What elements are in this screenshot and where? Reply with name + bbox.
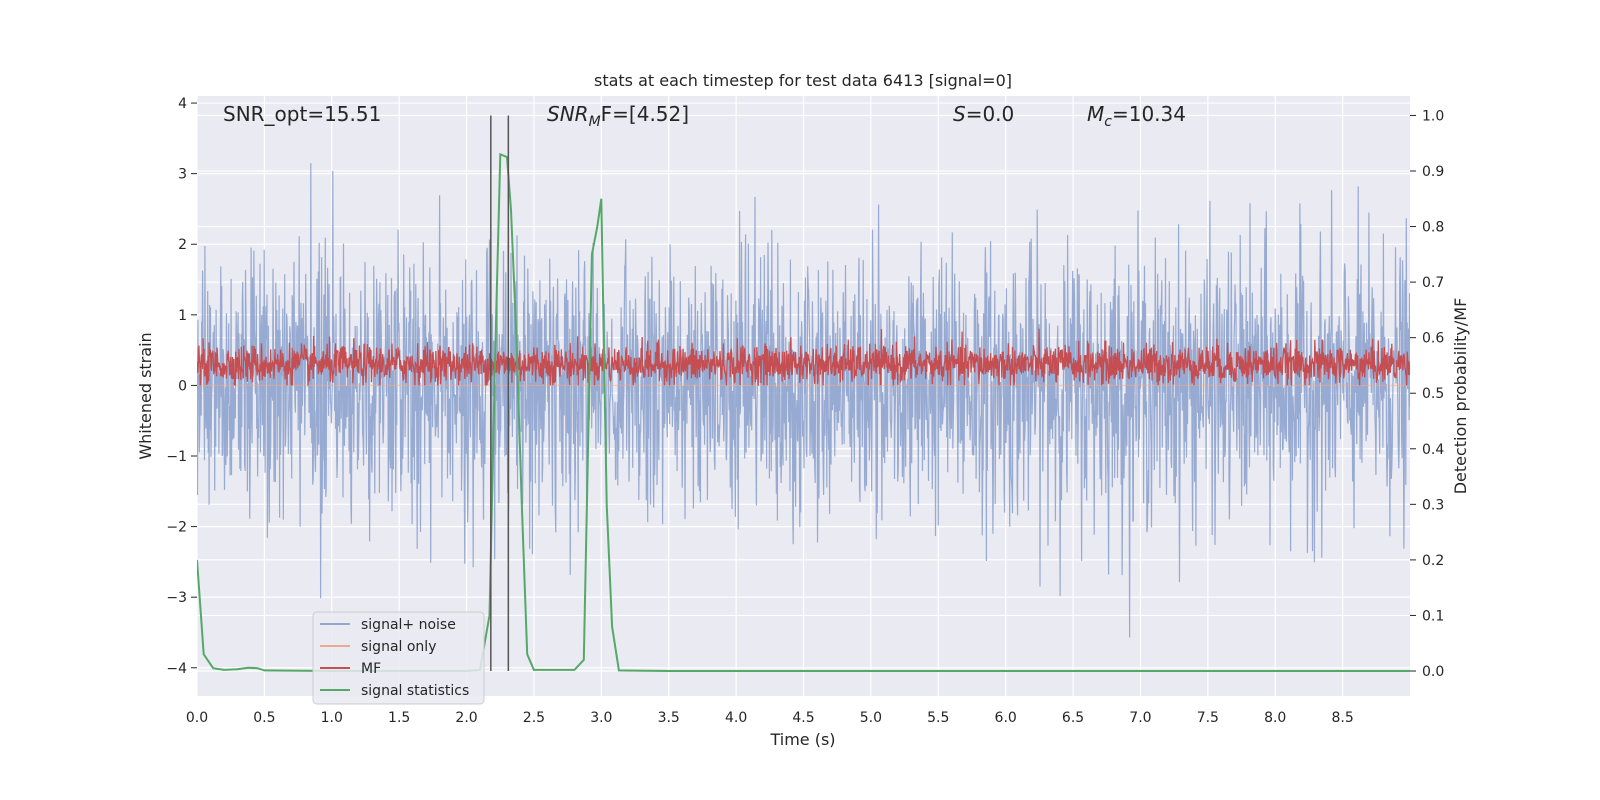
x-tick-label: 0.0 bbox=[186, 710, 208, 726]
s-annotation: S=0.0 bbox=[953, 102, 1014, 126]
snr-opt-annotation: SNR_opt=15.51 bbox=[223, 102, 381, 126]
series-signal-statistics bbox=[197, 152, 1410, 672]
chart-title: stats at each timestep for test data 641… bbox=[594, 71, 1012, 90]
x-tick-label: 5.0 bbox=[860, 710, 882, 726]
y2-tick-label: 0.8 bbox=[1422, 220, 1444, 236]
legend-box bbox=[312, 611, 485, 705]
x-tick-label: 4.0 bbox=[725, 710, 747, 726]
y-tick-label: 2 bbox=[178, 237, 187, 253]
x-tick-label: 5.5 bbox=[927, 710, 949, 726]
x-tick-label: 8.5 bbox=[1331, 710, 1353, 726]
series-mf bbox=[197, 328, 1410, 386]
x-tick-label: 7.0 bbox=[1129, 710, 1151, 726]
x-tick-label: 3.0 bbox=[590, 710, 612, 726]
series-layer bbox=[197, 152, 1410, 672]
y2-tick-label: 0.3 bbox=[1422, 497, 1444, 513]
x-tick-label: 3.5 bbox=[658, 710, 680, 726]
mc-annotation: Mc=10.34 bbox=[1087, 102, 1186, 130]
y2-tick-label: 0.2 bbox=[1422, 553, 1444, 569]
y2-tick-label: 0.1 bbox=[1422, 608, 1444, 624]
y-tick-label: −4 bbox=[166, 661, 187, 677]
legend-label-signal-only: signal only bbox=[361, 639, 436, 655]
y-tick-label: 1 bbox=[178, 308, 187, 324]
x-tick-label: 6.0 bbox=[995, 710, 1017, 726]
y-axis-label: Whitened strain bbox=[136, 332, 155, 459]
x-axis-label: Time (s) bbox=[769, 730, 835, 749]
x-tick-label: 1.5 bbox=[388, 710, 410, 726]
x-tick-label: 4.5 bbox=[792, 710, 814, 726]
snr-mf-annotation: SNRMF=[4.52] bbox=[547, 102, 689, 130]
detection-markers bbox=[490, 115, 510, 671]
y2-tick-label: 0.9 bbox=[1422, 164, 1444, 180]
y-tick-label: 4 bbox=[178, 96, 187, 112]
y2-tick-label: 0.5 bbox=[1422, 386, 1444, 402]
x-tick-label: 8.0 bbox=[1264, 710, 1286, 726]
x-axis-ticks: 0.0 0.5 1.0 1.5 2.0 2.5 3.0 3.5 4.0 4.5 5.0 5.5 6.0 6… bbox=[186, 710, 1354, 726]
x-tick-label: 2.5 bbox=[523, 710, 545, 726]
legend-label-signal-noise: signal+ noise bbox=[361, 617, 456, 633]
series-signal-noise bbox=[197, 163, 1410, 638]
x-tick-label: 1.0 bbox=[321, 710, 343, 726]
x-tick-label: 7.5 bbox=[1197, 710, 1219, 726]
legend-label-signal-statistics: signal statistics bbox=[361, 683, 469, 699]
y2-axis-label: Detection probability/MF bbox=[1451, 298, 1470, 495]
y-tick-label: −1 bbox=[166, 449, 187, 465]
y-axis-ticks: −4 −3 −2 −1 0 1 2 3 4 bbox=[166, 96, 197, 677]
y2-tick-label: 0.4 bbox=[1422, 442, 1444, 458]
y2-tick-label: 0.6 bbox=[1422, 331, 1444, 347]
y2-tick-label: 0.7 bbox=[1422, 275, 1444, 291]
x-tick-label: 0.5 bbox=[253, 710, 275, 726]
y-tick-label: −3 bbox=[166, 590, 187, 606]
legend: signal+ noise signal only MF signal stat… bbox=[312, 611, 485, 705]
y2-tick-label: 1.0 bbox=[1422, 108, 1444, 124]
x-tick-label: 2.0 bbox=[455, 710, 477, 726]
y-tick-label: 3 bbox=[178, 167, 187, 183]
y2-axis-ticks: 0.0 0.1 0.2 0.3 0.4 0.5 0.6 0.7 0.8 0.9 1.0 bbox=[1410, 108, 1444, 680]
legend-label-mf: MF bbox=[361, 661, 381, 677]
y-tick-label: −2 bbox=[166, 520, 187, 536]
x-tick-label: 6.5 bbox=[1062, 710, 1084, 726]
y-tick-label: 0 bbox=[178, 378, 187, 394]
y2-tick-label: 0.0 bbox=[1422, 664, 1444, 680]
